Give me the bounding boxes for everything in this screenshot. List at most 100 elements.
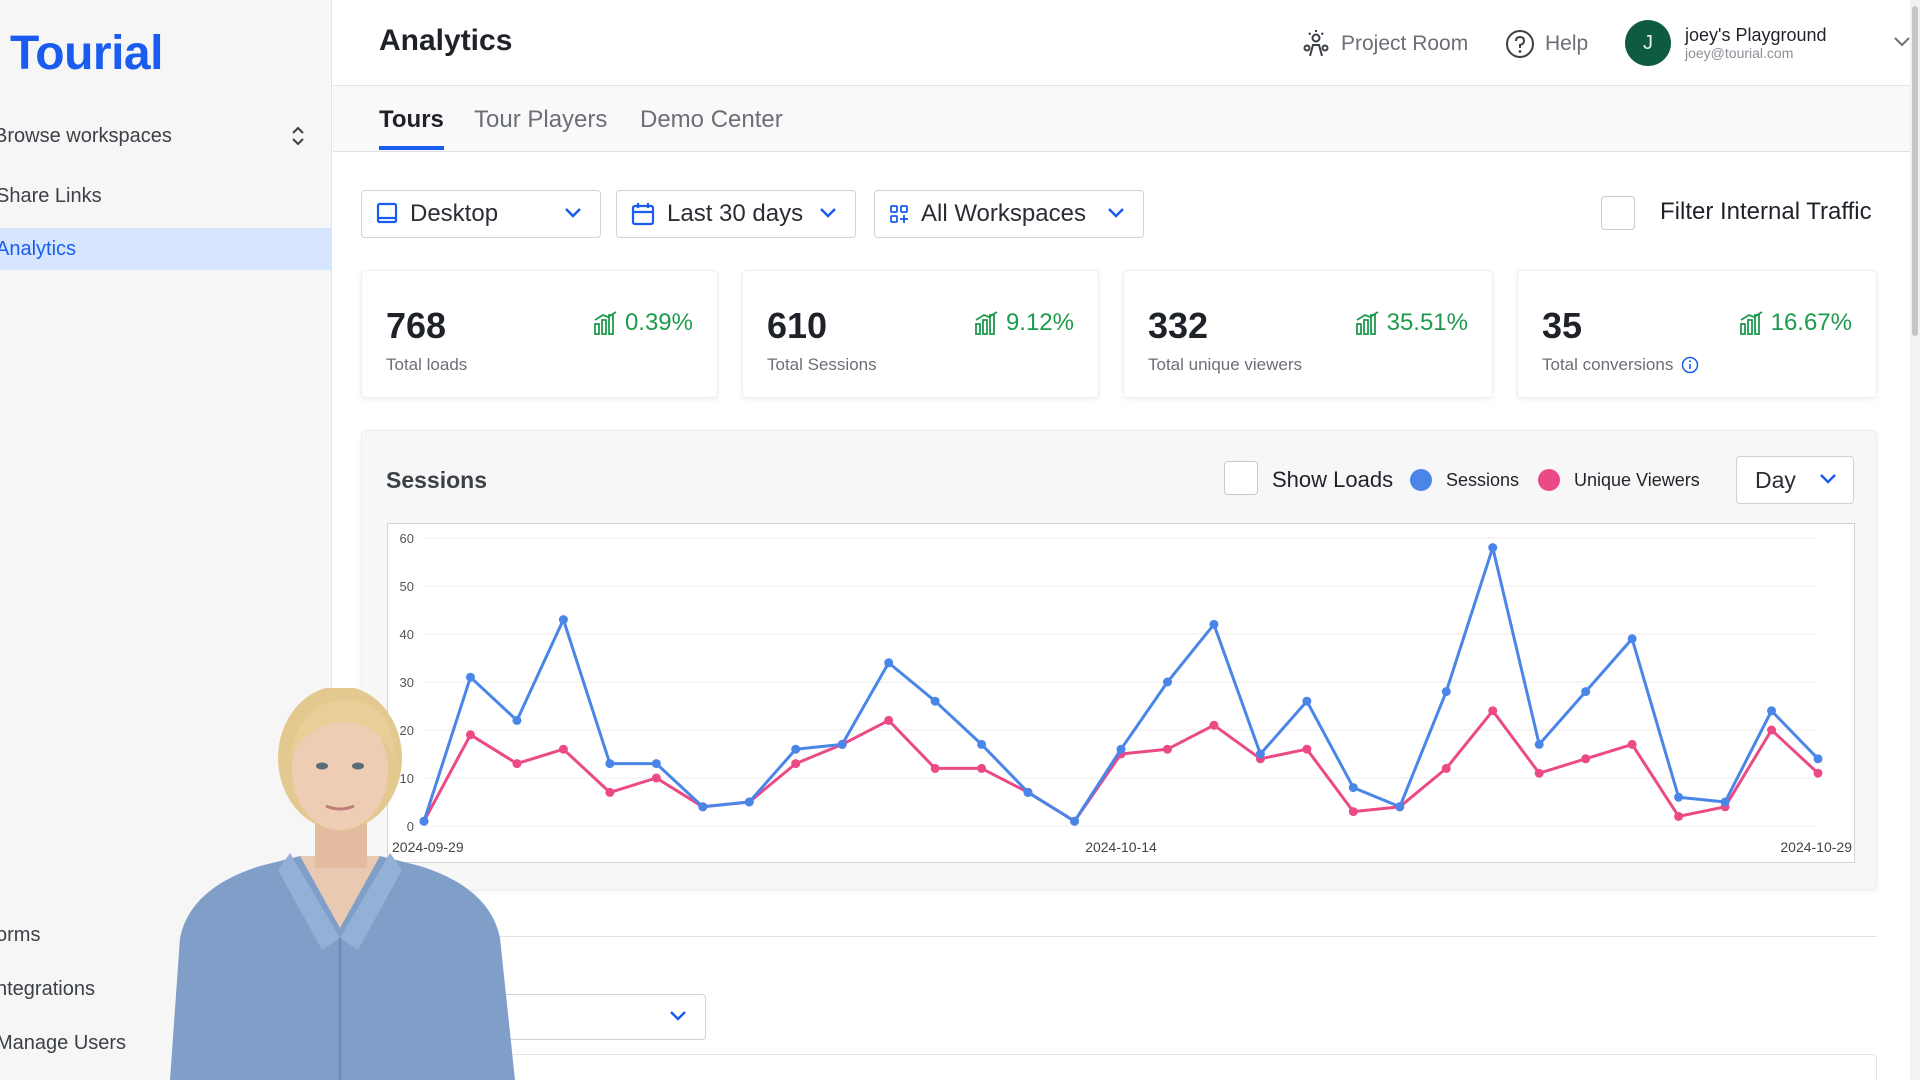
help-link[interactable]: Help [1505,26,1588,62]
sidebar-item-manage-users[interactable]: Manage Users [0,1022,331,1064]
chevron-down-icon [1820,474,1836,484]
tab-demo-center[interactable]: Demo Center [640,106,783,133]
data-point-sessions [465,672,475,682]
stat-label: Total conversions [1542,355,1699,375]
sidebar-item-label: Analytics [0,237,77,260]
data-table [436,1054,1877,1080]
top-header: Analytics Project Room Help J joey's Pla… [333,0,1910,86]
data-point-sessions [1581,687,1591,697]
sidebar: Tourial Browse workspaces Share Links An… [0,0,332,1080]
scrollbar-thumb[interactable] [1912,6,1918,336]
page-title: Analytics [379,24,513,57]
data-point-sessions [1627,634,1637,644]
y-tick-label: 20 [400,723,414,738]
data-point-sessions [930,696,940,706]
sessions-panel-title: Sessions [386,467,487,493]
trending-up-icon [594,311,617,335]
data-point-unique-viewers [1302,744,1312,754]
series-line-unique-viewers [422,709,1820,823]
data-point-sessions [651,759,661,769]
legend-swatch-unique-viewers [1538,469,1560,491]
stat-card-total-loads: 768 Total loads 0.39% [361,270,718,398]
secondary-select[interactable] [430,994,706,1040]
sidebar-item-integrations[interactable]: ntegrations [0,968,331,1010]
data-point-unique-viewers [1813,768,1823,778]
tab-tour-players[interactable]: Tour Players [474,106,608,133]
sidebar-item-label: orms [0,923,41,946]
legend-label-unique-viewers: Unique Viewers [1574,470,1700,490]
chevron-down-icon [820,208,836,218]
data-point-unique-viewers [1441,763,1451,773]
data-point-unique-viewers [465,730,475,740]
project-room-link[interactable]: Project Room [1301,26,1468,62]
stat-value: 768 [386,305,447,346]
sidebar-item-label: ntegrations [0,977,95,1000]
data-point-sessions [977,739,987,749]
data-point-unique-viewers [1534,768,1544,778]
series-line-sessions [422,546,1820,823]
page-scrollbar[interactable] [1910,0,1920,1080]
data-point-sessions [884,658,894,668]
interval-select[interactable]: Day [1736,456,1854,504]
data-point-unique-viewers [791,759,801,769]
stat-change-value: 35.51% [1386,309,1468,336]
stat-label-text: Total unique viewers [1148,355,1303,374]
trending-up-icon [1355,311,1379,335]
data-point-sessions [1023,787,1033,797]
sidebar-item-forms[interactable]: orms [0,914,331,956]
y-tick-label: 40 [400,627,414,642]
sessions-line-chart: 0 10 20 30 40 50 60 2024-09-29 2024-10-14 2024-10… [392,531,1852,855]
filter-internal-traffic-label: Filter Internal Traffic [1660,198,1872,225]
data-point-unique-viewers [930,763,940,773]
device-select[interactable]: Desktop [361,190,601,238]
workspace-switcher[interactable]: Browse workspaces [0,120,314,152]
chevron-down-icon [565,208,581,218]
stat-card-total-sessions: 610 Total Sessions 9.12% [742,270,1099,398]
data-point-sessions [1116,744,1126,754]
stat-change: 0.39% [593,309,693,337]
sidebar-item-label: Manage Users [0,1031,127,1054]
user-email: joey@tourial.com [1685,45,1794,61]
y-tick-label: 50 [400,579,414,594]
data-point-sessions [512,715,522,725]
workspace-select[interactable]: All Workspaces [874,190,1144,238]
sessions-chart: 0 10 20 30 40 50 60 2024-09-29 2024-10-14 2024-10… [387,523,1855,863]
user-info: joey's Playground joey@tourial.com [1685,25,1827,61]
tourial-logo[interactable]: Tourial [10,27,163,80]
tab-tours[interactable]: Tours [379,106,444,150]
data-point-sessions [744,797,754,807]
chevron-down-icon[interactable] [1893,36,1911,48]
stat-value: 332 [1148,305,1209,346]
stat-change-value: 9.12% [1005,309,1074,336]
data-point-unique-viewers [1162,744,1172,754]
stat-change: 16.67% [1739,309,1852,337]
stat-label: Total Sessions [767,355,877,375]
data-point-sessions [1070,816,1080,826]
filter-internal-traffic-checkbox[interactable] [1601,196,1635,230]
stat-card-total-conversions: 35 Total conversions 16.67% [1517,270,1877,398]
x-tick-label: 2024-10-14 [1085,839,1157,855]
sidebar-item-share-links[interactable]: Share Links [0,175,331,217]
data-point-sessions [419,816,429,826]
data-point-unique-viewers [651,773,661,783]
data-point-unique-viewers [1627,739,1637,749]
data-point-sessions [558,615,568,625]
workspace-select-value: All Workspaces [921,200,1086,227]
stat-value: 35 [1542,305,1583,346]
data-point-unique-viewers [1488,706,1498,716]
data-point-sessions [1441,687,1451,697]
data-point-unique-viewers [977,763,987,773]
sidebar-item-analytics[interactable]: Analytics [0,228,331,270]
user-menu[interactable]: J joey's Playground joey@tourial.com [1625,20,1827,66]
data-point-sessions [1534,739,1544,749]
device-select-value: Desktop [410,200,499,227]
calendar-icon [631,203,655,226]
stat-card-total-unique-viewers: 332 Total unique viewers 35.51% [1123,270,1493,398]
show-loads-checkbox[interactable] [1224,461,1258,495]
data-point-unique-viewers [605,787,615,797]
data-point-sessions [791,744,801,754]
data-point-unique-viewers [1209,720,1219,730]
info-icon[interactable] [1681,356,1699,374]
data-point-sessions [1209,619,1219,629]
date-range-select[interactable]: Last 30 days [616,190,856,238]
